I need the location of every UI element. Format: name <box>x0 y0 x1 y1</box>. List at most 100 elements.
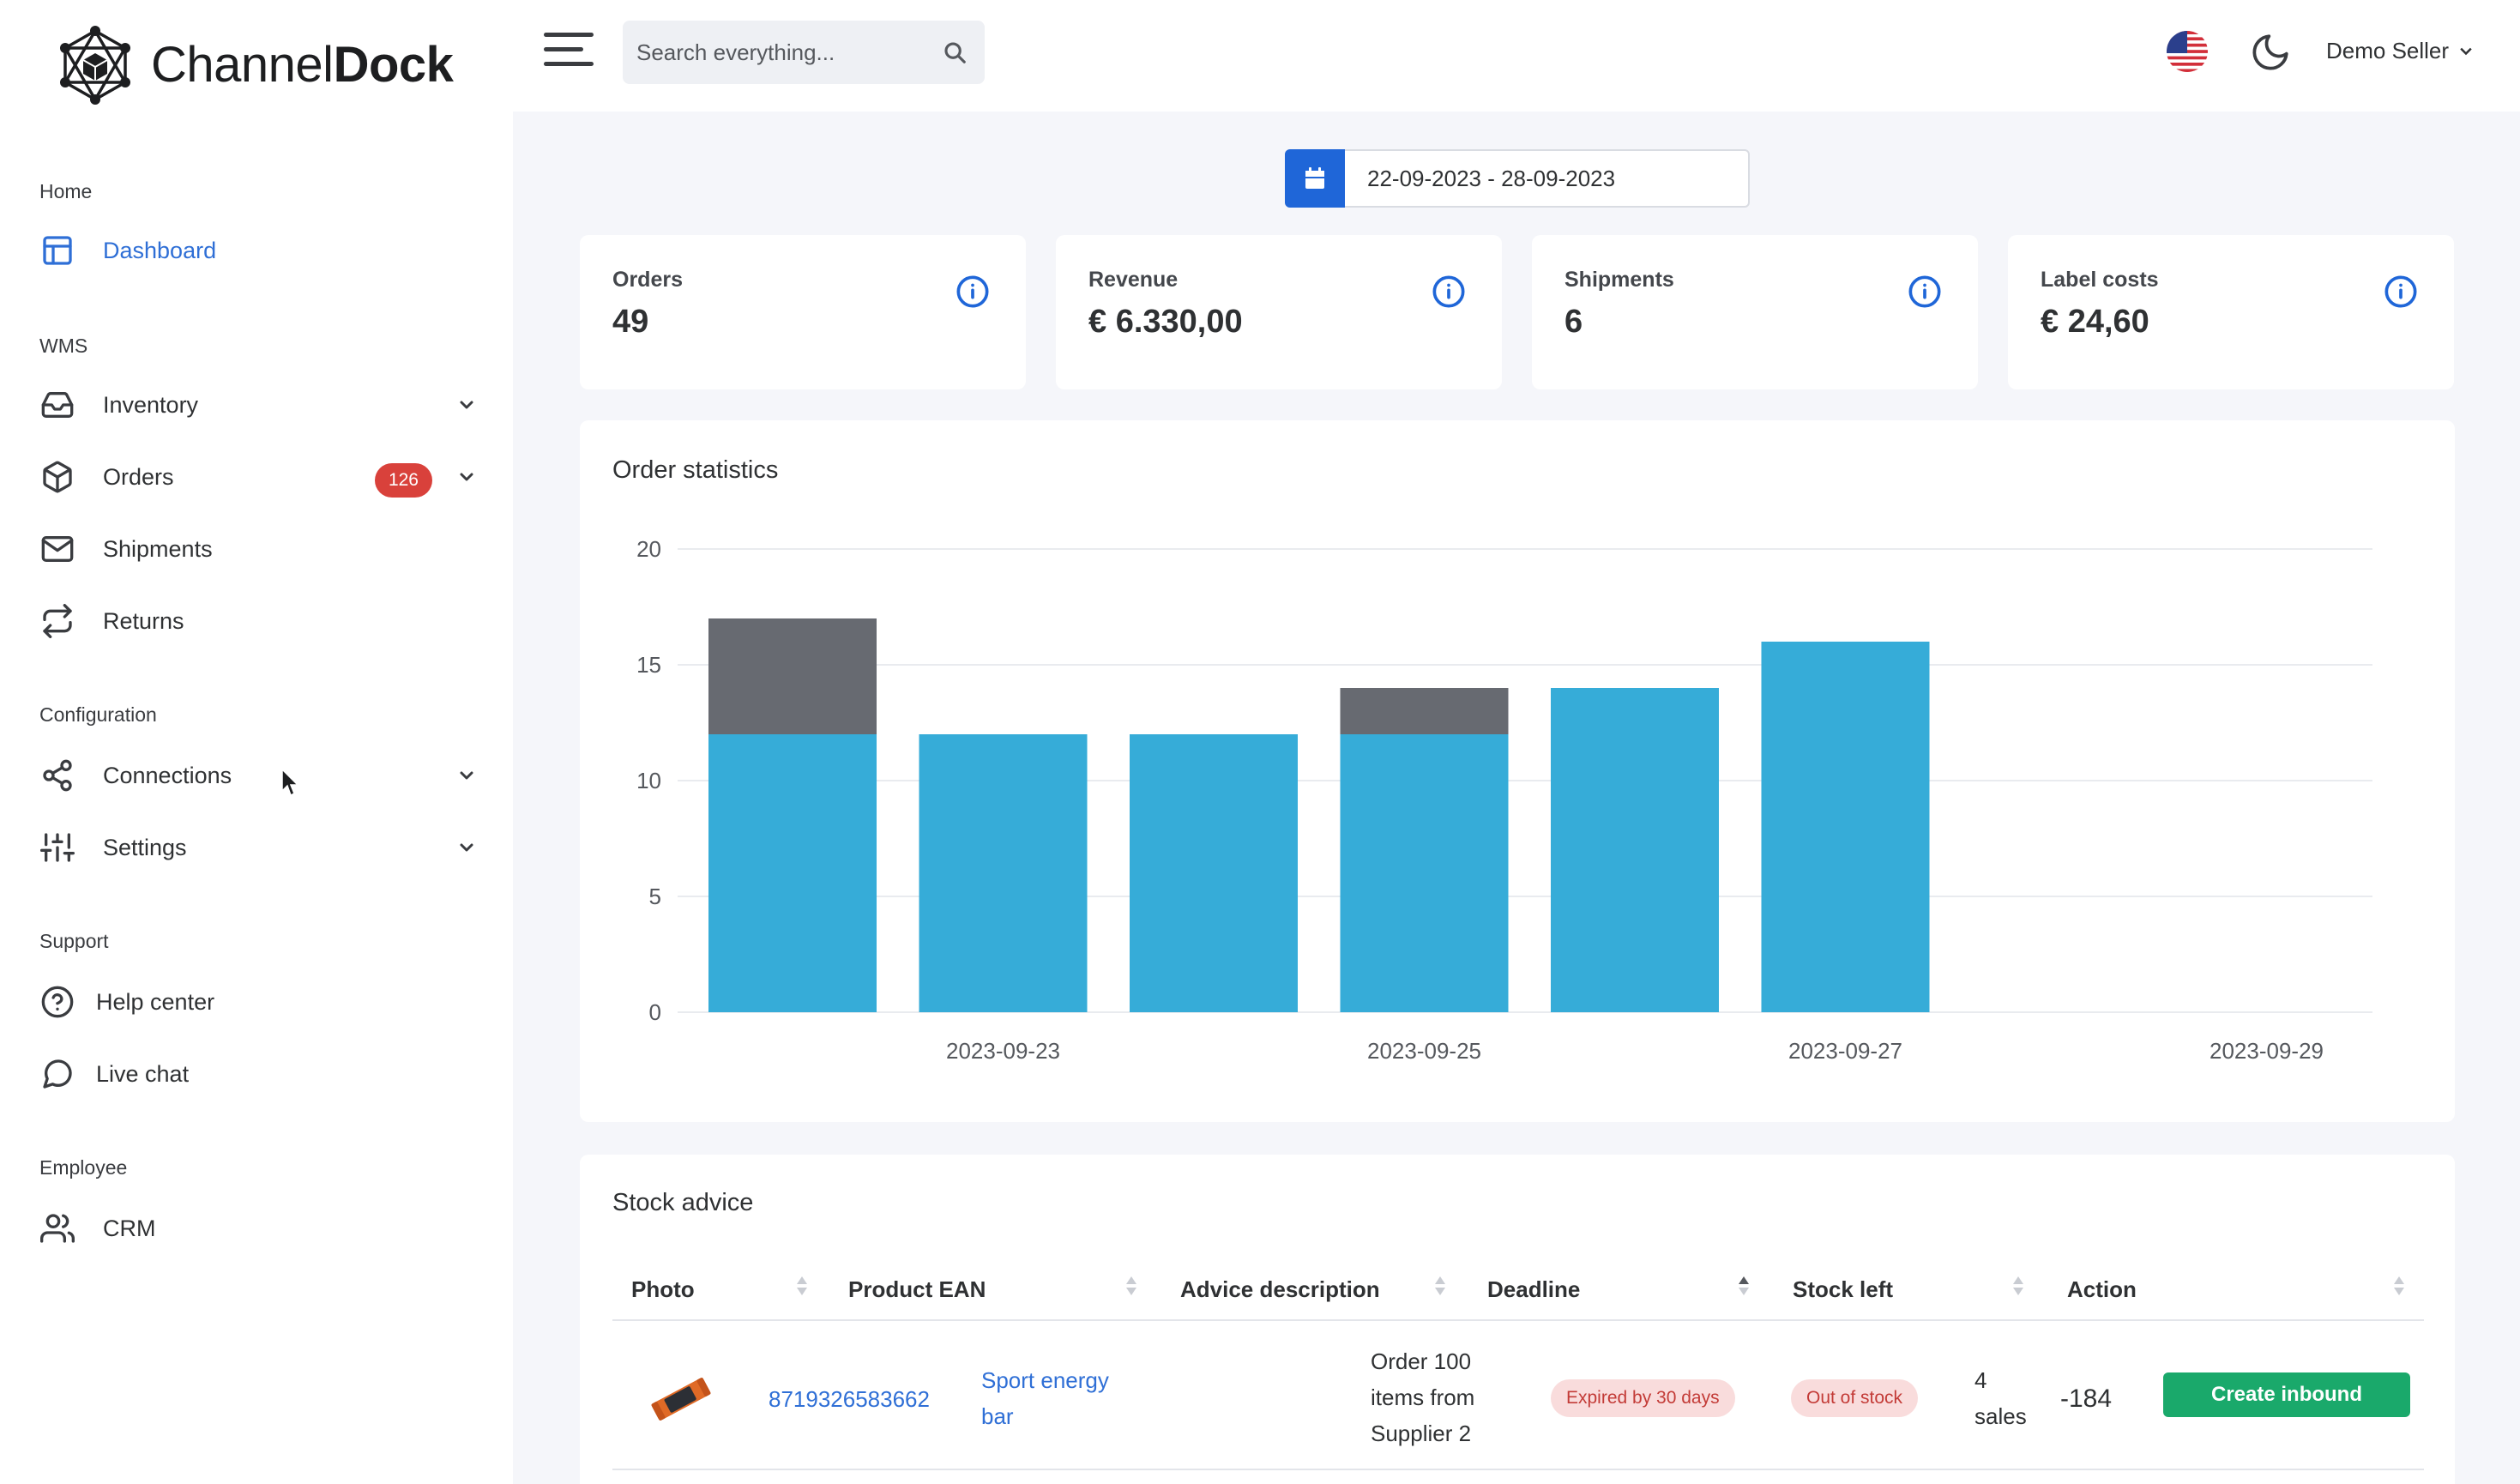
sidebar-item-returns[interactable]: Returns <box>39 595 477 647</box>
column-header-action[interactable]: Action <box>2067 1276 2137 1302</box>
stat-card-orders: Orders 49 <box>580 235 1026 389</box>
sidebar-item-settings[interactable]: Settings <box>39 822 477 873</box>
stat-value: 6 <box>1564 304 1583 340</box>
menu-toggle-icon[interactable] <box>544 33 594 72</box>
search-box[interactable] <box>623 21 985 84</box>
bar-segment-2023-09-25-series-0 <box>1340 734 1509 1012</box>
sidebar-item-dashboard[interactable]: Dashboard <box>39 225 477 276</box>
sidebar-item-label: Dashboard <box>103 237 217 263</box>
sidebar-item-label: Help center <box>96 988 215 1015</box>
sidebar-item-inventory[interactable]: Inventory <box>39 379 477 431</box>
sidebar-item-shipments[interactable]: Shipments <box>39 523 477 575</box>
chevron-down-icon[interactable] <box>456 395 477 415</box>
brand-name: ChannelDock <box>151 36 454 93</box>
x-tick-label: 2023-09-29 <box>2210 1038 2324 1064</box>
section-title-employee: Employee <box>39 1156 128 1179</box>
orders-count-badge: 126 <box>374 463 432 498</box>
x-tick-label: 2023-09-23 <box>946 1038 1060 1064</box>
y-tick-label: 20 <box>636 536 661 562</box>
user-menu[interactable]: Demo Seller <box>2326 38 2475 64</box>
stat-label: Shipments <box>1564 268 1674 292</box>
bar-segment-2023-09-22-series-1 <box>708 618 877 734</box>
sidebar-item-crm[interactable]: CRM <box>39 1203 477 1254</box>
info-icon[interactable] <box>1908 274 1942 309</box>
column-header-deadline[interactable]: Deadline <box>1487 1276 1581 1302</box>
create-inbound-button[interactable]: Create inbound <box>2163 1372 2410 1417</box>
panel-title: Order statistics <box>612 456 779 484</box>
chevron-down-icon[interactable] <box>456 467 477 487</box>
column-header-advice-description[interactable]: Advice description <box>1180 1276 1380 1302</box>
sort-icon[interactable] <box>2393 1273 2405 1299</box>
product-photo <box>651 1378 711 1421</box>
share-icon <box>39 757 75 793</box>
stat-value: € 24,60 <box>2041 304 2149 340</box>
sidebar-item-connections[interactable]: Connections <box>39 750 477 801</box>
info-icon[interactable] <box>2384 274 2418 309</box>
chevron-down-icon <box>2460 47 2472 55</box>
search-input[interactable] <box>636 39 928 66</box>
bar-segment-2023-09-22-series-0 <box>708 734 877 1012</box>
stock-status-badge: Out of stock <box>1791 1379 1919 1417</box>
sidebar-item-label: Orders <box>103 463 174 490</box>
order-statistics-panel: Order statistics 0 5 10 15 20 2023-09-23 2023-… <box>580 420 2455 1122</box>
column-header-photo[interactable]: Photo <box>631 1276 695 1302</box>
search-icon[interactable] <box>942 39 968 65</box>
stat-card-revenue: Revenue € 6.330,00 <box>1056 235 1502 389</box>
x-tick-label: 2023-09-25 <box>1367 1038 1481 1064</box>
box-icon <box>39 459 75 495</box>
sliders-icon <box>39 829 75 866</box>
help-circle-icon <box>39 984 75 1020</box>
bar-segment-2023-09-23-series-0 <box>919 734 1088 1012</box>
sidebar-item-label: Settings <box>103 834 187 860</box>
date-range-picker[interactable]: 22-09-2023 - 28-09-2023 <box>1285 149 1750 208</box>
bar-segment-2023-09-24-series-0 <box>1130 734 1298 1012</box>
sidebar: ChannelDock Home Dashboard WMS Inventory… <box>0 0 513 1484</box>
stat-label: Revenue <box>1088 268 1179 292</box>
sidebar-item-label: CRM <box>103 1215 156 1241</box>
table-divider <box>612 1469 2424 1470</box>
calendar-icon[interactable] <box>1285 149 1345 208</box>
sidebar-item-label: Inventory <box>103 391 199 418</box>
bar-segment-2023-09-27-series-0 <box>1761 642 1930 1012</box>
stock-left-value: -184 <box>2060 1384 2113 1413</box>
chevron-down-icon[interactable] <box>456 837 477 858</box>
bar-segment-2023-09-26-series-0 <box>1551 688 1719 1012</box>
info-icon[interactable] <box>956 274 990 309</box>
sort-icon[interactable] <box>1738 1273 1750 1299</box>
sidebar-item-orders[interactable]: Orders 126 <box>39 451 477 503</box>
y-tick-label: 5 <box>649 884 661 909</box>
user-name: Demo Seller <box>2326 38 2450 63</box>
stat-card-shipments: Shipments 6 <box>1532 235 1978 389</box>
info-icon[interactable] <box>1432 274 1466 309</box>
sidebar-item-live-chat[interactable]: Live chat <box>39 1048 477 1100</box>
stat-label: Orders <box>612 268 683 292</box>
channeldock-logo-icon <box>60 26 130 105</box>
product-ean-link[interactable]: 8719326583662 <box>769 1386 930 1412</box>
dark-mode-toggle-icon[interactable] <box>2249 31 2292 74</box>
date-range-value: 22-09-2023 - 28-09-2023 <box>1367 165 1616 191</box>
us-flag-icon[interactable] <box>2167 31 2208 72</box>
sort-icon[interactable] <box>1434 1273 1446 1299</box>
sales-count: 4 sales <box>1974 1367 2027 1429</box>
mail-icon <box>39 531 75 567</box>
sidebar-item-label: Live chat <box>96 1060 190 1087</box>
section-title-wms: WMS <box>39 335 88 357</box>
logo[interactable]: ChannelDock <box>58 24 454 105</box>
sort-icon[interactable] <box>2012 1273 2024 1299</box>
sidebar-item-label: Shipments <box>103 535 213 562</box>
topbar: Demo Seller <box>513 0 2520 112</box>
column-header-product-ean[interactable]: Product EAN <box>848 1276 986 1302</box>
advice-description: Order 100 items from Supplier 2 <box>1371 1348 1475 1446</box>
sidebar-item-help-center[interactable]: Help center <box>39 976 477 1028</box>
deadline-badge: Expired by 30 days <box>1551 1379 1735 1417</box>
chevron-down-icon[interactable] <box>456 765 477 786</box>
table-divider <box>612 1319 2424 1321</box>
chat-bubble-icon <box>39 1056 75 1092</box>
section-title-home: Home <box>39 180 93 202</box>
sort-icon[interactable] <box>1125 1273 1137 1299</box>
stat-card-label-costs: Label costs € 24,60 <box>2008 235 2454 389</box>
product-name-link[interactable]: Sport energy bar <box>981 1367 1109 1429</box>
sort-icon[interactable] <box>796 1273 808 1299</box>
y-tick-label: 15 <box>636 652 661 678</box>
column-header-stock-left[interactable]: Stock left <box>1793 1276 1894 1302</box>
